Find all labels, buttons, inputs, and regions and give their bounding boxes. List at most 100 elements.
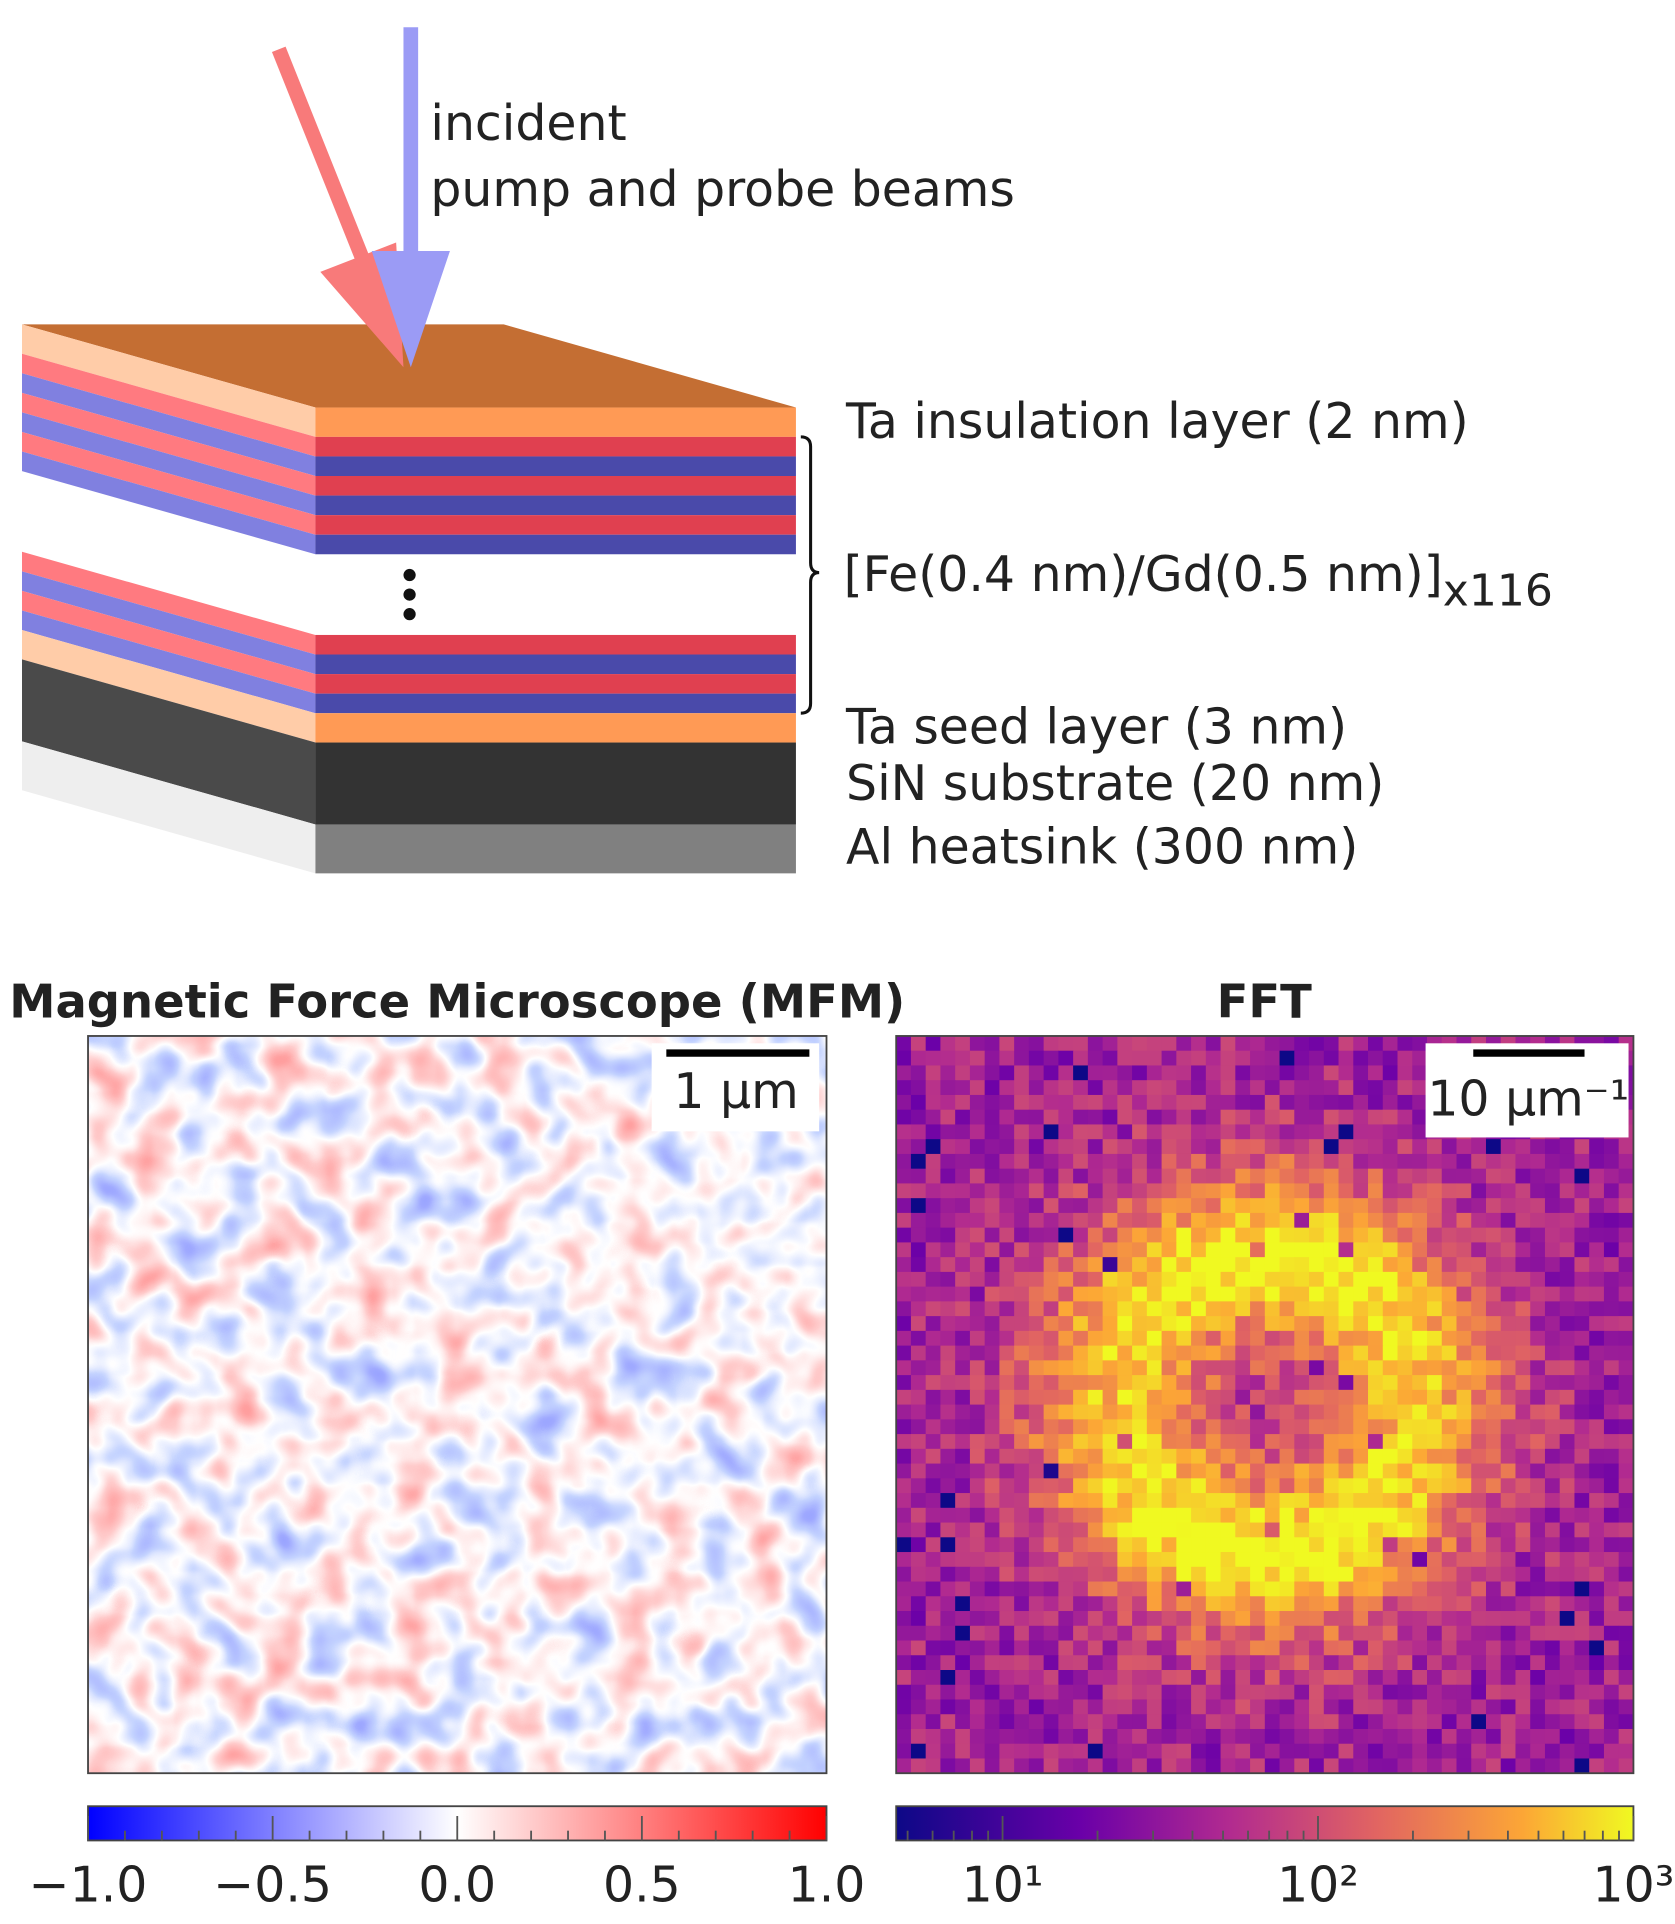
fft-pixel [1206,1670,1221,1685]
fft-pixel [1486,1301,1501,1316]
fft-pixel [1515,1301,1530,1316]
fft-pixel [1147,1257,1162,1272]
fft-pixel [1206,1360,1221,1375]
fft-pixel [1427,1655,1442,1670]
fft-pixel [1206,1036,1221,1051]
fft-pixel [999,1537,1014,1552]
fft-pixel [1412,1242,1427,1257]
fft-pixel [1014,1316,1029,1331]
fft-pixel [1471,1685,1486,1700]
fft-pixel [1486,1596,1501,1611]
fft-pixel [985,1567,1000,1582]
fft-pixel [1574,1242,1589,1257]
fft-pixel [1368,1449,1383,1464]
fft-pixel [1501,1729,1516,1744]
fft-pixel [1294,1670,1309,1685]
fft-pixel [1486,1139,1501,1154]
fft-pixel [1486,1744,1501,1759]
fft-pixel [1515,1567,1530,1582]
fft-pixel [1398,1714,1413,1729]
fft-pixel [1427,1758,1442,1773]
fft-pixel [1191,1758,1206,1773]
fft-pixel [1014,1655,1029,1670]
fft-pixel [1309,1375,1324,1390]
fft-pixel [926,1331,941,1346]
fft-pixel [1117,1685,1132,1700]
fft-pixel [1368,1183,1383,1198]
fft-pixel [1353,1582,1368,1597]
fft-pixel [1427,1729,1442,1744]
fft-pixel [1014,1729,1029,1744]
fft-pixel [1353,1655,1368,1670]
fft-pixel [1398,1523,1413,1538]
fft-pixel [1574,1360,1589,1375]
fft-pixel [1339,1036,1354,1051]
fft-pixel [1589,1464,1604,1479]
fft-pixel [1560,1744,1575,1759]
fft-pixel [1058,1360,1073,1375]
fft-pixel [1339,1346,1354,1361]
fft-pixel [1280,1405,1295,1420]
fft-pixel [1619,1301,1634,1316]
fft-pixel [985,1655,1000,1670]
fft-pixel [1132,1360,1147,1375]
fft-pixel [1574,1316,1589,1331]
fft-pixel [1471,1508,1486,1523]
fft-pixel [1619,1360,1634,1375]
fft-pixel [1309,1478,1324,1493]
tick-label: −1.0 [29,1857,148,1914]
fft-pixel [1619,1508,1634,1523]
fft-pixel [1294,1419,1309,1434]
fft-pixel [1191,1478,1206,1493]
fft-pixel [1456,1493,1471,1508]
fft-pixel [1383,1670,1398,1685]
fft-pixel [1398,1065,1413,1080]
fft-pixel [1324,1729,1339,1744]
fft-pixel [1206,1699,1221,1714]
fft-pixel [926,1729,941,1744]
fft-pixel [1368,1080,1383,1095]
fft-pixel [1471,1493,1486,1508]
fft-pixel [1471,1611,1486,1626]
fft-pixel [1103,1228,1118,1243]
fft-pixel [1530,1257,1545,1272]
fft-pixel [1574,1744,1589,1759]
fft-pixel [1309,1110,1324,1125]
fft-pixel [1221,1419,1236,1434]
fft-pixel [1530,1744,1545,1759]
fft-pixel [1088,1183,1103,1198]
fft-pixel [1147,1449,1162,1464]
tick-label: 10² [1277,1857,1359,1914]
fft-pixel [1442,1508,1457,1523]
fft-pixel [1280,1316,1295,1331]
fft-pixel [1191,1434,1206,1449]
fft-pixel [1309,1567,1324,1582]
fft-pixel [1103,1346,1118,1361]
fft-pixel [896,1213,911,1228]
fft-pixel [1014,1478,1029,1493]
fft-pixel [1486,1493,1501,1508]
fft-pixel [1383,1582,1398,1597]
fft-pixel [1530,1552,1545,1567]
fft-pixel [1427,1699,1442,1714]
fft-pixel [1589,1582,1604,1597]
fft-pixel [1560,1375,1575,1390]
fft-pixel [1088,1272,1103,1287]
fft-pixel [955,1478,970,1493]
fft-pixel [940,1080,955,1095]
fft-pixel [1147,1434,1162,1449]
fft-pixel [985,1169,1000,1184]
fft-pixel [1486,1390,1501,1405]
fft-pixel [896,1301,911,1316]
fft-pixel [1368,1154,1383,1169]
fft-pixel [1324,1346,1339,1361]
fft-pixel [970,1124,985,1139]
fft-pixel [1132,1714,1147,1729]
fft-pixel [1398,1331,1413,1346]
fft-pixel [1427,1154,1442,1169]
fft-pixel [1442,1419,1457,1434]
fft-pixel [940,1228,955,1243]
fft-pixel [985,1065,1000,1080]
layer-front [315,496,795,516]
beam-label: incident [430,95,626,152]
